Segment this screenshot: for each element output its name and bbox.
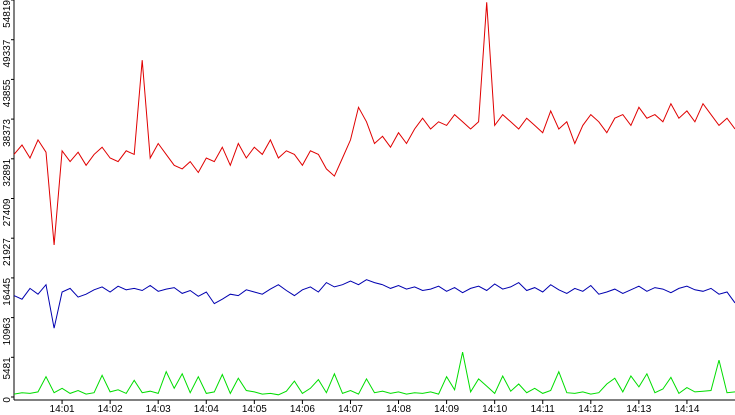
x-tick-label: 14:12 <box>578 404 603 415</box>
x-tick-label: 14:07 <box>338 404 363 415</box>
x-tick-label: 14:03 <box>146 404 171 415</box>
x-tick-label: 14:11 <box>531 404 556 415</box>
x-tick-label: 14:13 <box>626 404 651 415</box>
x-tick-label: 14:02 <box>98 404 123 415</box>
y-tick-label: 49337 <box>2 39 13 67</box>
y-tick-label: 21927 <box>2 238 13 266</box>
y-tick-label: 0 <box>2 397 13 403</box>
x-tick-label: 14:14 <box>674 404 699 415</box>
y-tick-label: 5481 <box>2 357 13 380</box>
series-line <box>13 351 735 396</box>
x-tick-label: 14:10 <box>482 404 507 415</box>
series-line <box>13 279 735 329</box>
y-tick-label: 43855 <box>2 79 13 107</box>
x-tick-label: 14:01 <box>50 404 75 415</box>
y-tick-label: 16445 <box>2 277 13 305</box>
x-tick-label: 14:08 <box>386 404 411 415</box>
y-tick-label: 32891 <box>2 158 13 186</box>
y-tick-label: 38373 <box>2 119 13 147</box>
x-tick-label: 14:09 <box>434 404 459 415</box>
x-tick-label: 14:04 <box>194 404 219 415</box>
series-line <box>13 2 735 245</box>
y-tick-label: 10963 <box>2 317 13 345</box>
x-tick-label: 14:06 <box>290 404 315 415</box>
x-tick-label: 14:05 <box>242 404 267 415</box>
y-tick-label: 27409 <box>2 198 13 226</box>
y-tick-label: 54819 <box>2 0 13 28</box>
